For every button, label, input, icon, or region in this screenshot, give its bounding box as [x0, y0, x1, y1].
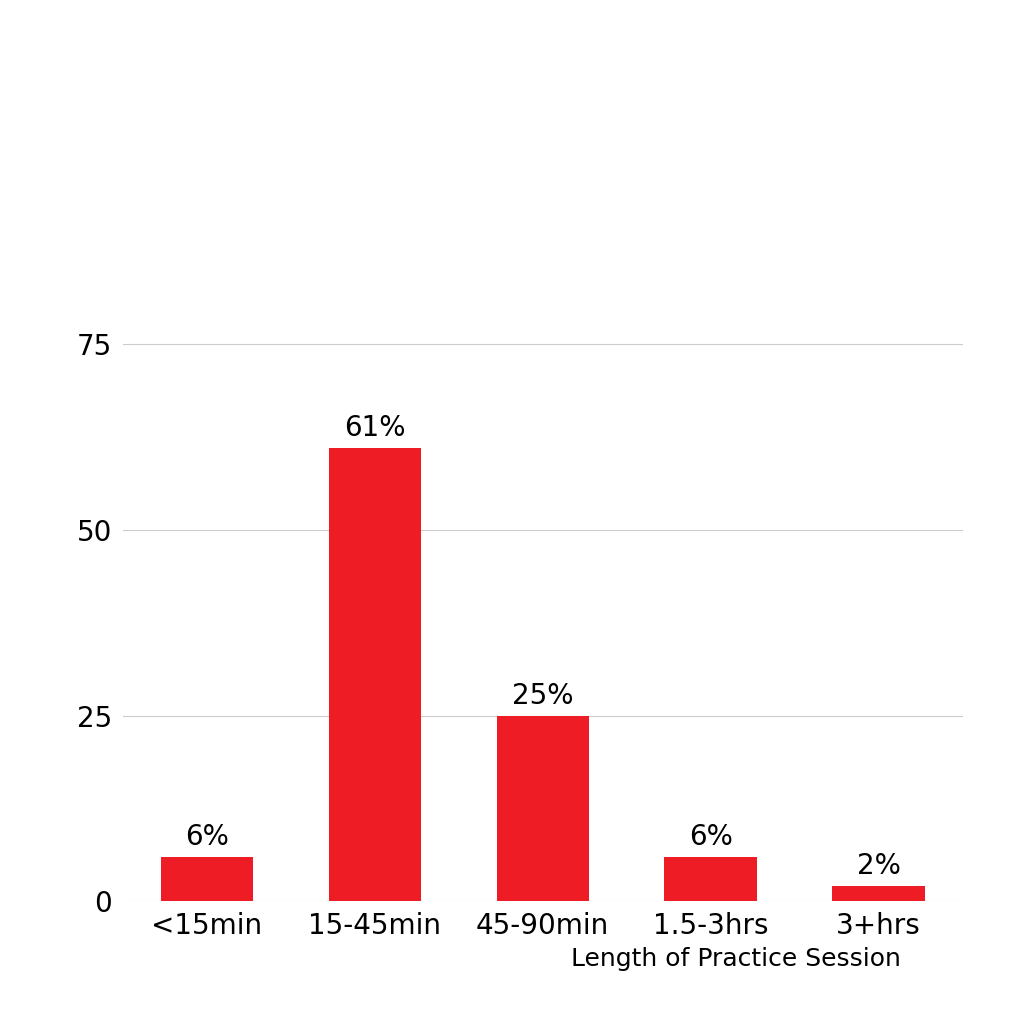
- Bar: [497, 716, 589, 901]
- Bar: [329, 449, 421, 901]
- Text: 6%: 6%: [185, 822, 228, 851]
- Text: 25%: 25%: [512, 682, 573, 710]
- Text: 2%: 2%: [857, 852, 900, 881]
- Text: Length of Practice Session: Length of Practice Session: [571, 947, 901, 971]
- Text: 61%: 61%: [344, 415, 406, 442]
- Bar: [833, 886, 925, 901]
- Text: 6%: 6%: [689, 822, 732, 851]
- Bar: [665, 856, 757, 901]
- Bar: [161, 856, 253, 901]
